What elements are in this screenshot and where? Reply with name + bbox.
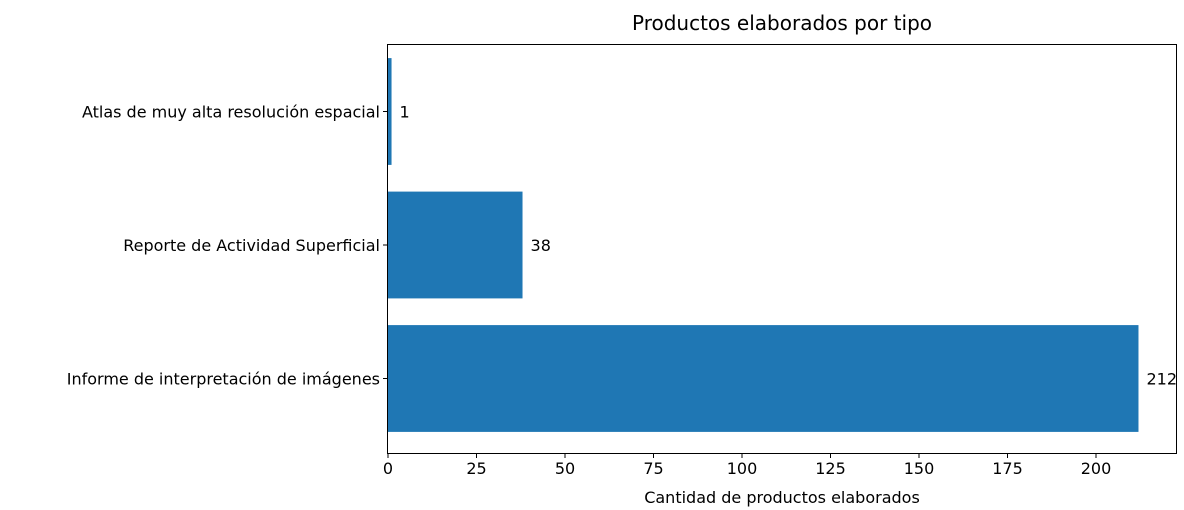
y-tick-label-0: Informe de interpretación de imágenes: [67, 370, 380, 389]
x-tick-label-6: 150: [904, 459, 935, 478]
x-tick-label-2: 50: [555, 459, 575, 478]
plot-area: [388, 58, 1139, 432]
bar-1: [388, 191, 523, 299]
x-tick-label-3: 75: [643, 459, 663, 478]
x-axis-label: Cantidad de productos elaborados: [644, 488, 920, 507]
x-tick-label-8: 200: [1081, 459, 1112, 478]
y-tick-label-1: Reporte de Actividad Superficial: [123, 236, 380, 255]
bar-2: [388, 58, 392, 165]
data-label-0: 212: [1146, 370, 1177, 389]
x-tick-label-7: 175: [992, 459, 1023, 478]
x-tick-label-4: 100: [727, 459, 758, 478]
x-tick-label-5: 125: [815, 459, 846, 478]
x-tick-label-1: 25: [466, 459, 486, 478]
data-label-1: 38: [531, 236, 551, 255]
x-tick-label-0: 0: [383, 459, 393, 478]
data-label-2: 1: [400, 103, 410, 122]
y-tick-label-2: Atlas de muy alta resolución espacial: [82, 103, 380, 122]
plot-frame: [387, 44, 1177, 454]
chart-title: Productos elaborados por tipo: [632, 11, 932, 35]
axes: 212 Informe de interpretación de imágenes…: [67, 103, 1177, 479]
bar-0: [388, 325, 1139, 432]
